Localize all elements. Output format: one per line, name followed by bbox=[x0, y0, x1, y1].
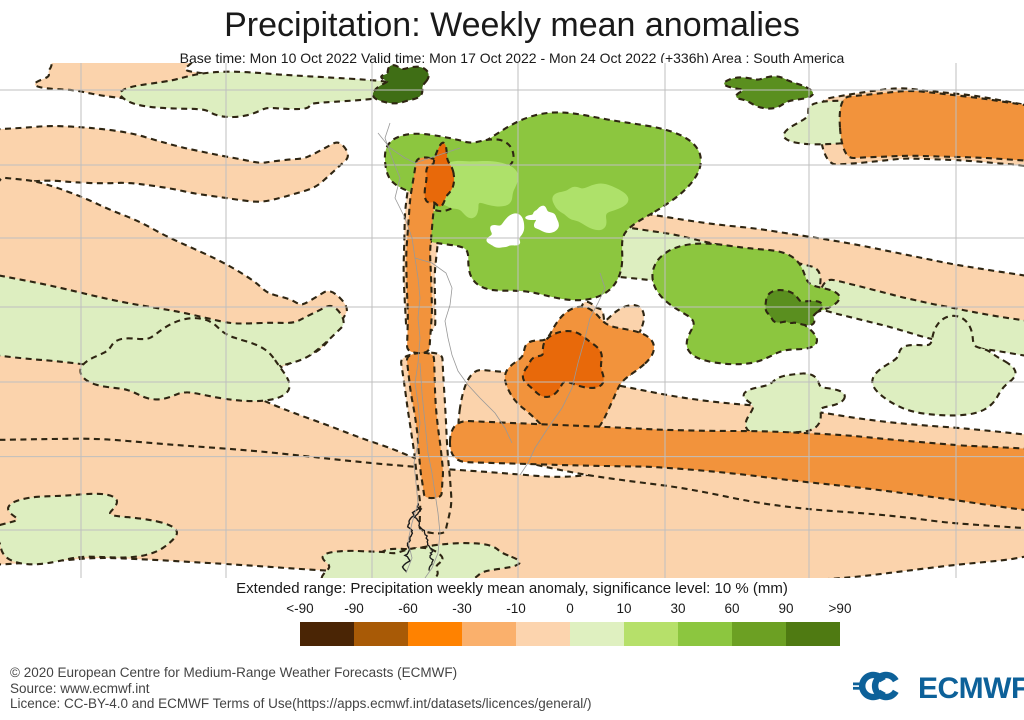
svg-text:90: 90 bbox=[778, 601, 793, 616]
svg-text:-60: -60 bbox=[398, 601, 418, 616]
svg-text:-90: -90 bbox=[344, 601, 364, 616]
svg-text:-30: -30 bbox=[452, 601, 472, 616]
svg-text:0: 0 bbox=[566, 601, 574, 616]
svg-text:30: 30 bbox=[670, 601, 685, 616]
svg-text:-10: -10 bbox=[506, 601, 526, 616]
svg-text:<-90: <-90 bbox=[286, 601, 313, 616]
svg-text:10: 10 bbox=[616, 601, 631, 616]
svg-text:60: 60 bbox=[724, 601, 739, 616]
svg-text:>90: >90 bbox=[829, 601, 852, 616]
